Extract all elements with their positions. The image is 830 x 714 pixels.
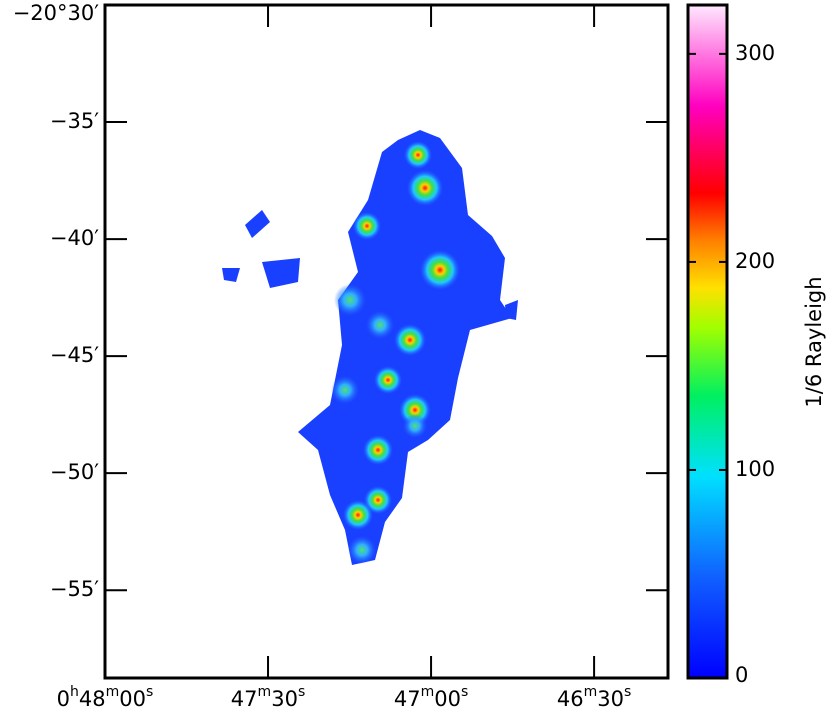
digits: 6 — [570, 687, 583, 711]
emission-peaks — [331, 141, 460, 564]
peak — [353, 212, 381, 240]
emission-island — [245, 210, 270, 238]
unit-superscript: m — [584, 684, 598, 700]
emission-island — [262, 258, 300, 288]
unit-superscript: s — [624, 684, 631, 700]
x-tick-label: 46m30s — [557, 684, 631, 711]
unit-superscript: h — [70, 684, 79, 700]
y-tick-label: −55′ — [50, 577, 99, 601]
y-tick-label: −20°30′ — [13, 1, 100, 25]
digits: 3 — [597, 687, 610, 711]
digits: 7 — [407, 687, 420, 711]
digits: 0 — [434, 687, 447, 711]
x-tick-label: 47m00s — [394, 684, 468, 711]
peak — [404, 141, 432, 169]
colorbar-tick-label: 200 — [735, 249, 775, 273]
unit-superscript: m — [421, 684, 435, 700]
peak — [343, 500, 373, 530]
peak — [420, 250, 460, 290]
peak — [331, 376, 359, 404]
digits: 0 — [133, 687, 146, 711]
peak — [348, 536, 376, 564]
x-tick-label: 47m30s — [231, 684, 305, 711]
emission-island — [505, 300, 518, 320]
unit-superscript: m — [258, 684, 272, 700]
y-tick-label: −35′ — [50, 109, 99, 133]
digits: 0 — [611, 687, 624, 711]
digits: 0 — [119, 687, 132, 711]
plot-frame — [103, 3, 670, 680]
unit-superscript: m — [106, 684, 120, 700]
colorbar-label: 1/6 Rayleigh — [802, 276, 826, 407]
y-tick-label: −50′ — [50, 460, 99, 484]
unit-superscript: s — [146, 684, 153, 700]
peak — [403, 414, 427, 438]
digits: 4 — [79, 687, 92, 711]
digits: 8 — [92, 687, 105, 711]
digits: 4 — [231, 687, 244, 711]
digits: 4 — [557, 687, 570, 711]
peak — [394, 324, 426, 356]
x-tick-label: 0h48m00s — [57, 684, 154, 711]
peak — [407, 170, 443, 206]
digits: 0 — [448, 687, 461, 711]
emission-map — [222, 130, 518, 565]
colorbar — [686, 3, 729, 680]
colorbar-tick-label: 0 — [735, 663, 748, 687]
peak — [334, 284, 366, 316]
peak — [366, 311, 394, 339]
digits: 7 — [244, 687, 257, 711]
digits: 4 — [394, 687, 407, 711]
y-tick-label: −45′ — [50, 343, 99, 367]
colorbar-tick-label: 100 — [735, 457, 775, 481]
colorbar-tick-label: 300 — [735, 41, 775, 65]
peak — [364, 486, 392, 514]
digits: 0 — [285, 687, 298, 711]
unit-superscript: s — [461, 684, 468, 700]
digits: 0 — [57, 687, 70, 711]
peak — [363, 435, 393, 465]
digits: 3 — [271, 687, 284, 711]
unit-superscript: s — [298, 684, 305, 700]
y-tick-label: −40′ — [50, 226, 99, 250]
emission-island — [222, 268, 240, 282]
peak — [374, 366, 402, 394]
